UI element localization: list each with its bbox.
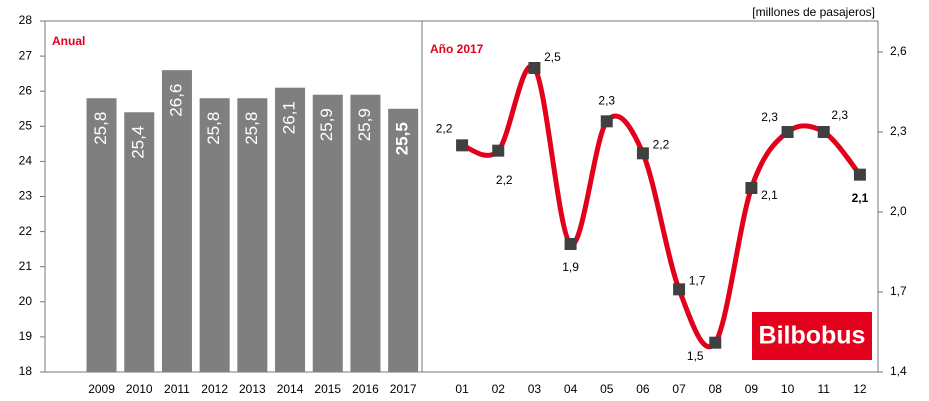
bar — [86, 98, 117, 372]
line — [461, 63, 862, 350]
marker — [528, 62, 541, 74]
logo-box — [752, 312, 872, 360]
y-tick-label: 24 — [19, 154, 33, 168]
bar — [199, 98, 230, 372]
x-tick-label: 2013 — [239, 382, 266, 396]
x-tick-label: 2015 — [314, 382, 341, 396]
x-tick-label: 02 — [492, 382, 506, 396]
bar — [350, 94, 381, 373]
value-label: 2,3 — [831, 108, 848, 122]
y-tick-label: 21 — [19, 259, 33, 273]
value-label: 1,7 — [689, 274, 706, 288]
value-label: 2,5 — [544, 50, 561, 64]
y-tick-label: 23 — [19, 189, 33, 203]
x-tick-label: 08 — [709, 382, 723, 396]
value-label: 2,2 — [653, 138, 670, 152]
marker — [853, 168, 866, 181]
bar — [161, 70, 192, 372]
x-tick-label: 05 — [600, 382, 614, 396]
x-tick-label: 07 — [672, 382, 686, 396]
x-tick-label: 12 — [853, 382, 867, 396]
value-label: 25,8 — [91, 112, 110, 145]
value-label: 2,3 — [761, 110, 778, 124]
x-tick-label: 09 — [745, 382, 759, 396]
logo: Bilbobus — [759, 322, 866, 350]
y-tick-label: 27 — [19, 48, 33, 62]
y2-tick-label: 2,0 — [890, 204, 907, 218]
x-tick-label: 2014 — [277, 382, 304, 396]
value-label: 25,9 — [317, 108, 336, 141]
value-label: 2,2 — [436, 122, 453, 136]
marker — [600, 115, 613, 128]
value-label: 25,5 — [393, 122, 412, 155]
marker — [456, 139, 469, 152]
bar — [312, 94, 343, 373]
marker — [709, 336, 722, 349]
marker — [564, 238, 577, 250]
x-tick-label: 03 — [528, 382, 542, 396]
y2-tick-label: 2,3 — [890, 124, 907, 138]
y2-tick-label: 1,4 — [890, 364, 907, 378]
value-label: 26,1 — [280, 101, 299, 134]
marker — [673, 283, 686, 296]
y-tick-label: 26 — [19, 83, 33, 97]
value-label: 25,4 — [129, 126, 148, 159]
y-tick-label: 28 — [19, 13, 33, 27]
y-tick-label: 20 — [19, 294, 33, 308]
panel-title: Anual — [52, 34, 85, 48]
x-tick-label: 01 — [455, 382, 469, 396]
bar — [124, 112, 155, 372]
value-label: 26,6 — [166, 84, 185, 117]
y2-tick-label: 2,6 — [890, 44, 907, 58]
marker — [781, 126, 794, 138]
y-tick-label: 18 — [19, 364, 33, 378]
x-tick-label: 04 — [564, 382, 578, 396]
x-tick-label: 10 — [781, 382, 795, 396]
x-tick-label: 2011 — [164, 382, 190, 396]
value-label: 2,3 — [598, 94, 615, 108]
x-tick-label: 06 — [636, 382, 650, 396]
value-label: 2,2 — [496, 173, 513, 187]
value-label: 2,1 — [852, 191, 869, 205]
bar — [388, 108, 419, 372]
value-label: 1,9 — [562, 260, 579, 274]
x-tick-label: 2016 — [352, 382, 379, 396]
panel-title: Año 2017 — [430, 42, 484, 56]
x-tick-label: 11 — [818, 382, 831, 396]
bar — [237, 98, 268, 372]
x-tick-label: 2017 — [390, 382, 417, 396]
x-tick-label: 2010 — [126, 382, 153, 396]
marker — [817, 126, 830, 138]
value-label: 25,8 — [204, 112, 223, 145]
value-label: 1,5 — [687, 349, 704, 363]
marker — [745, 182, 758, 194]
x-tick-label: 2012 — [201, 382, 228, 396]
unit-label: [millones de pasajeros] — [752, 5, 875, 19]
value-label: 25,9 — [355, 108, 374, 141]
y-tick-label: 25 — [19, 118, 33, 132]
value-label: 2,1 — [761, 188, 778, 202]
y-tick-label: 22 — [19, 224, 33, 238]
y-tick-label: 19 — [19, 329, 33, 343]
y2-tick-label: 1,7 — [890, 284, 907, 298]
x-tick-label: 2009 — [88, 382, 115, 396]
marker — [492, 144, 505, 157]
value-label: 25,8 — [242, 112, 261, 145]
marker — [636, 147, 649, 160]
bar — [275, 87, 306, 372]
